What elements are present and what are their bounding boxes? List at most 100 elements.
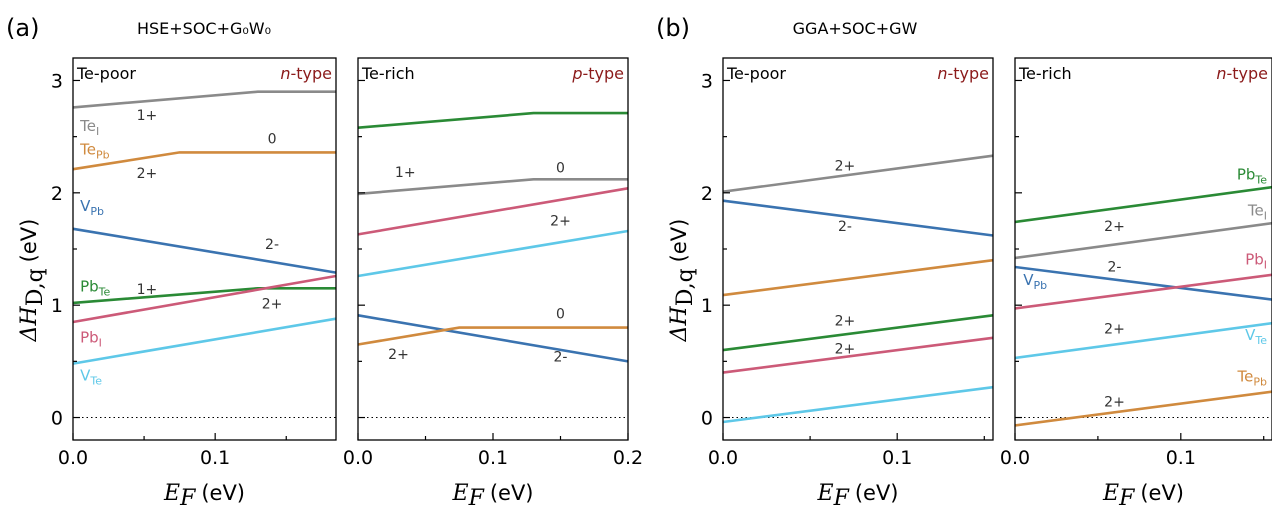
axes-frame xyxy=(1014,57,1272,441)
x-tick-label: 0.1 xyxy=(200,447,230,469)
series-line-pb-i xyxy=(72,274,337,324)
defect-symbol: V xyxy=(1023,271,1034,289)
ylabel-unit: (eV) xyxy=(17,219,41,263)
charge-state-label: 2+ xyxy=(1104,394,1125,410)
doping-suffix: -type xyxy=(947,64,989,83)
ylabel-subscript: D,q xyxy=(23,268,48,306)
panel-b-right: 0.0 0.1Te-rich n-type2+2-2+2+PbTeTeIVPbPbI… xyxy=(1000,57,1272,505)
series-line-v-te xyxy=(1014,321,1272,360)
svg-text:ΔHD,q(eV): ΔHD,q (eV) xyxy=(17,219,48,343)
xlabel-unit: (eV) xyxy=(1140,481,1184,505)
x-axis-label: EF (eV) xyxy=(163,481,245,505)
series-line-v-te xyxy=(722,385,994,424)
charge-state-label: 2- xyxy=(265,237,279,253)
xlabel-subscript: F xyxy=(1118,486,1135,505)
x-axis-label: EF (eV) xyxy=(1102,481,1184,505)
chemical-condition-label: Te-poor xyxy=(726,64,786,83)
x-tick-label: 0.1 xyxy=(882,447,912,469)
defect-site: Te xyxy=(98,286,111,299)
y-tick-label: 3 xyxy=(701,70,713,92)
defect-symbol: Pb xyxy=(80,328,99,346)
defect-site: Te xyxy=(1254,173,1267,186)
xlabel-unit: (eV) xyxy=(490,481,534,505)
charge-state-label: 2+ xyxy=(262,297,283,313)
series-line-pb-te xyxy=(1014,185,1272,224)
panel-a-letter: (a) xyxy=(6,14,39,42)
ylabel-subscript: D,q xyxy=(673,268,698,306)
series-line-v-pb xyxy=(722,199,994,237)
defect-label-v-pb: VPb xyxy=(1023,271,1047,292)
xlabel-subscript: F xyxy=(833,486,850,505)
defect-label-pb-i: PbI xyxy=(80,328,102,349)
series-line-te-i xyxy=(722,154,994,193)
series-line-te-i xyxy=(72,90,336,109)
series-line-v-pb xyxy=(72,227,337,274)
x-tick-label: 0.1 xyxy=(478,447,508,469)
series-line-v-te xyxy=(72,317,337,365)
doping-suffix: -type xyxy=(1226,64,1268,83)
charge-state-label: 2+ xyxy=(388,347,409,363)
y-tick-label: 2 xyxy=(701,183,713,205)
y-tick-label: 2 xyxy=(51,183,63,205)
defect-label-v-te: VTe xyxy=(1245,326,1267,347)
series-line-pb-te xyxy=(72,286,336,305)
ylabel-symbol: ΔH xyxy=(667,305,692,342)
defect-site: Te xyxy=(89,374,102,387)
series-line-te-pb xyxy=(72,151,336,171)
charge-state-label: 1+ xyxy=(137,282,158,298)
series-line-te-pb xyxy=(722,258,994,297)
charge-state-label: 2+ xyxy=(835,313,856,329)
defect-site: I xyxy=(1264,259,1267,272)
defect-label-te-pb: TePb xyxy=(79,141,109,162)
xlabel-unit: (eV) xyxy=(855,481,899,505)
panel-b-left: 0.0 0.1 0 1 2 3 Te-poor n-type 2+ 2- 2+ 2+ EF (eV) xyxy=(701,57,994,505)
chemical-condition-label: Te-rich xyxy=(361,64,415,83)
doping-type-label: n-type xyxy=(280,64,332,83)
xlabel-symbol: E xyxy=(163,481,180,505)
charge-state-label: 2+ xyxy=(835,158,856,174)
defect-symbol: V xyxy=(1245,326,1256,344)
series-line-te-i xyxy=(357,178,628,196)
defect-site: Te xyxy=(1254,334,1267,347)
chemical-condition-label: Te-poor xyxy=(76,64,136,83)
doping-type-label: n-type xyxy=(1216,64,1268,83)
panel-b-letter: (b) xyxy=(656,14,690,42)
ylabel-symbol: ΔH xyxy=(17,305,42,342)
defect-label-pb-te: PbTe xyxy=(1237,165,1267,186)
defect-label-te-i: TeI xyxy=(79,117,99,138)
charge-state-label: 0 xyxy=(268,131,277,147)
charge-state-label: 2- xyxy=(554,349,568,365)
defect-label-te-i: TeI xyxy=(1247,201,1267,222)
doping-letter: p xyxy=(571,64,582,83)
y-tick-label: 0 xyxy=(51,408,63,430)
defect-site: I xyxy=(96,125,99,138)
charge-state-label: 0 xyxy=(556,161,565,177)
doping-type-label: n-type xyxy=(937,64,989,83)
defect-symbol: Pb xyxy=(1237,165,1256,183)
x-tick-label: 0.2 xyxy=(613,447,643,469)
series-line-v-pb xyxy=(357,314,629,363)
axes-frame xyxy=(722,57,994,441)
defect-label-pb-te: PbTe xyxy=(80,278,110,299)
panel-b-y-axis-label: ΔHD,q (eV) xyxy=(667,219,698,343)
defect-label-v-te: VTe xyxy=(80,366,102,387)
y-tick-label: 0 xyxy=(701,408,713,430)
series-line-te-pb xyxy=(357,326,628,346)
charge-state-label: 1+ xyxy=(395,165,416,181)
series-line-pb-i xyxy=(722,336,994,374)
x-tick-label: 0.0 xyxy=(1000,447,1030,469)
xlabel-symbol: E xyxy=(452,481,469,505)
series-line-pb-i xyxy=(357,187,629,236)
defect-label-v-pb: VPb xyxy=(80,197,104,218)
series-line-v-te xyxy=(357,229,629,278)
defect-site: I xyxy=(1264,209,1267,222)
charge-state-label: 2- xyxy=(838,219,852,235)
series-line-pb-te xyxy=(357,111,628,129)
doping-letter: n xyxy=(280,64,290,83)
defect-symbol: Te xyxy=(79,141,96,159)
x-axis-label: EF (eV) xyxy=(817,481,899,505)
defect-symbol: V xyxy=(80,366,91,384)
charge-state-label: 2+ xyxy=(835,341,856,357)
